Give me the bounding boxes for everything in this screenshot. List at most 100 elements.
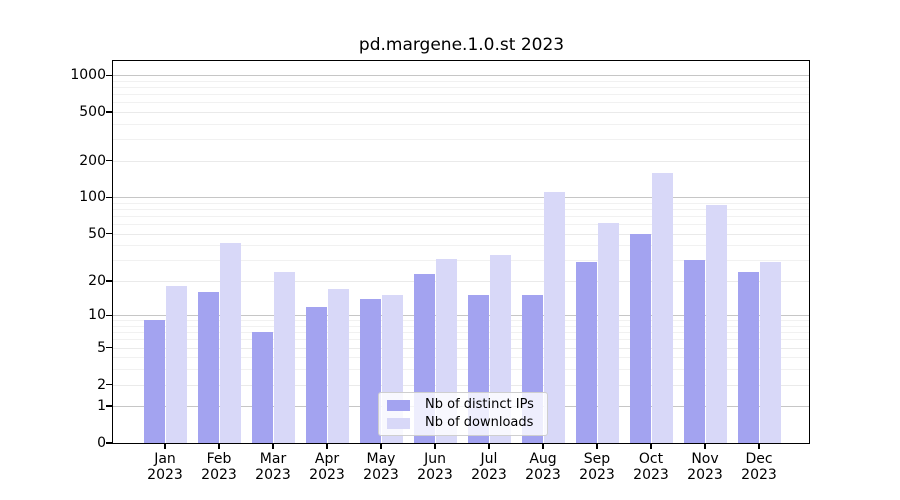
y-gridline xyxy=(113,315,810,317)
y-gridline xyxy=(113,160,810,162)
y-tick-mark xyxy=(106,74,112,76)
y-tick-mark xyxy=(106,383,112,386)
y-tick-label: 1 xyxy=(97,398,106,415)
x-tick-mark xyxy=(758,444,760,449)
x-tick-mark xyxy=(596,444,598,449)
y-tick-mark xyxy=(106,442,112,444)
y-tick-mark xyxy=(106,405,112,407)
bar-nov-distinct-ips xyxy=(683,260,705,444)
y-gridline xyxy=(113,245,810,247)
bar-dec-downloads xyxy=(759,262,781,444)
y-gridline xyxy=(113,216,810,218)
bar-apr-downloads xyxy=(327,289,349,444)
y-gridline xyxy=(113,202,810,204)
y-gridline xyxy=(113,224,810,226)
chart-title: pd.margene.1.0.st 2023 xyxy=(358,35,565,55)
y-gridline xyxy=(113,112,810,114)
y-tick-label: 0 xyxy=(97,435,106,451)
y-tick-label: 1000 xyxy=(70,67,106,84)
bar-mar-downloads xyxy=(273,271,295,444)
y-gridline xyxy=(113,326,810,328)
bar-feb-downloads xyxy=(219,242,241,444)
x-tick-label-sep: Sep 2023 xyxy=(579,451,615,483)
y-tick-label: 2 xyxy=(97,376,106,393)
x-tick-mark xyxy=(218,444,220,449)
bar-mar-distinct-ips xyxy=(251,332,273,444)
bar-jan-downloads xyxy=(165,286,187,444)
y-gridline xyxy=(113,339,810,341)
x-tick-mark xyxy=(488,444,490,449)
y-tick-mark xyxy=(106,196,112,199)
y-tick-label: 10 xyxy=(88,307,106,324)
x-tick-label-jul: Jul 2023 xyxy=(471,451,507,483)
x-tick-label-may: May 2023 xyxy=(363,451,399,483)
y-tick-label: 5 xyxy=(97,339,106,356)
y-gridline xyxy=(113,87,810,89)
y-gridline xyxy=(113,75,810,77)
x-tick-label-dec: Dec 2023 xyxy=(741,451,777,483)
y-tick-label: 500 xyxy=(79,104,106,121)
x-tick-label-oct: Oct 2023 xyxy=(633,451,669,483)
x-tick-label-aug: Aug 2023 xyxy=(525,451,561,483)
y-gridline xyxy=(113,124,810,125)
y-tick-mark xyxy=(106,280,112,282)
x-tick-mark xyxy=(434,444,436,449)
y-gridline xyxy=(113,260,810,262)
y-gridline xyxy=(113,281,810,282)
x-tick-label-feb: Feb 2023 xyxy=(201,451,237,483)
legend-swatch-distinct-ips-icon xyxy=(387,399,410,411)
legend-entry-distinct-ips: Nb of distinct IPs xyxy=(387,398,538,412)
legend-entry-downloads: Nb of downloads xyxy=(387,416,538,430)
x-tick-mark xyxy=(380,444,382,449)
bar-feb-distinct-ips xyxy=(197,292,219,444)
y-tick-label: 50 xyxy=(88,225,106,242)
y-gridline xyxy=(113,94,810,96)
y-tick-mark xyxy=(106,160,112,162)
bar-nov-downloads xyxy=(705,204,727,444)
y-gridline xyxy=(113,102,810,104)
x-tick-mark xyxy=(272,444,274,449)
bar-jan-distinct-ips xyxy=(143,320,165,444)
bar-aug-downloads xyxy=(543,192,565,444)
y-tick-mark xyxy=(106,111,112,113)
bar-oct-downloads xyxy=(651,172,673,444)
x-tick-mark xyxy=(542,444,544,449)
bar-apr-distinct-ips xyxy=(305,306,327,444)
y-gridline xyxy=(113,320,810,322)
x-tick-label-nov: Nov 2023 xyxy=(687,451,723,483)
y-tick-label: 200 xyxy=(79,152,106,169)
y-gridline xyxy=(113,332,810,334)
y-tick-mark xyxy=(106,346,112,349)
y-gridline xyxy=(113,209,810,211)
y-gridline xyxy=(113,369,810,371)
y-gridline xyxy=(113,357,810,359)
bar-oct-distinct-ips xyxy=(629,233,651,444)
x-tick-label-jan: Jan 2023 xyxy=(147,451,183,483)
y-tick-mark xyxy=(106,314,112,317)
y-gridline xyxy=(113,80,810,82)
y-tick-label: 20 xyxy=(88,273,106,289)
y-tick-label: 100 xyxy=(79,189,106,206)
bar-sep-distinct-ips xyxy=(575,262,597,444)
y-gridline xyxy=(113,139,810,141)
x-tick-label-jun: Jun 2023 xyxy=(417,451,453,483)
bar-dec-distinct-ips xyxy=(737,271,759,444)
y-tick-mark xyxy=(106,233,112,235)
bar-may-distinct-ips xyxy=(359,298,381,444)
x-tick-mark xyxy=(164,444,166,449)
x-tick-mark xyxy=(326,444,328,449)
y-gridline xyxy=(113,197,810,199)
plot-area xyxy=(113,61,810,444)
x-tick-mark xyxy=(650,444,652,449)
y-gridline xyxy=(113,233,810,235)
legend: Nb of distinct IPs Nb of downloads xyxy=(378,392,548,436)
y-gridline xyxy=(113,347,810,349)
x-tick-label-mar: Mar 2023 xyxy=(255,451,291,483)
x-tick-label-apr: Apr 2023 xyxy=(309,451,345,483)
bar-sep-downloads xyxy=(597,222,619,444)
legend-label-distinct-ips: Nb of distinct IPs xyxy=(425,397,534,412)
legend-label-downloads: Nb of downloads xyxy=(425,415,534,430)
legend-swatch-downloads-icon xyxy=(387,417,410,429)
y-gridline xyxy=(113,384,810,386)
